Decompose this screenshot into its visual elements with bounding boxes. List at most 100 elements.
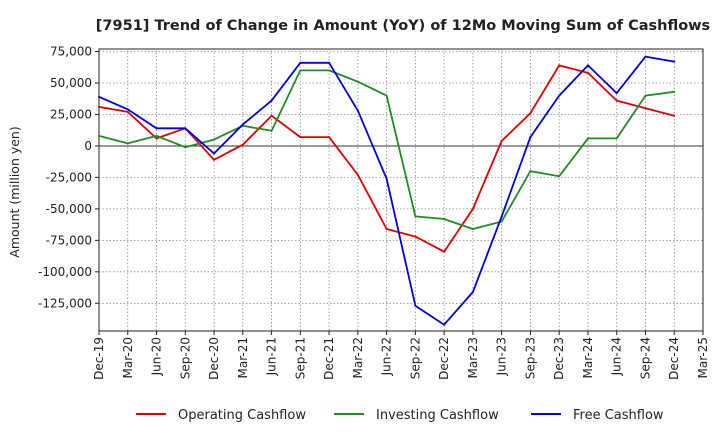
investing-cashflow-point [586,137,589,140]
operating-cashflow-point [126,110,129,113]
free-cashflow-point [328,61,331,64]
investing-cashflow-point [615,137,618,140]
x-tick-label: Jun-24 [610,337,624,376]
free-cashflow-point [385,177,388,180]
operating-cashflow-point [213,158,216,161]
y-tick-label: 25,000 [50,107,92,121]
y-tick-label: -100,000 [38,265,92,279]
x-tick-label: Sep-24 [638,337,652,379]
operating-cashflow-point [471,207,474,210]
free-cashflow-point [644,55,647,58]
x-tick-label: Mar-22 [351,337,365,378]
free-cashflow-point [558,94,561,97]
investing-cashflow-point [644,94,647,97]
y-tick-label: -50,000 [46,202,92,216]
operating-cashflow-point [673,114,676,117]
operating-cashflow-point [328,136,331,139]
x-tick-label: Mar-24 [581,337,595,378]
free-cashflow-point [356,109,359,112]
free-cashflow-point [471,290,474,293]
operating-cashflow-point [385,228,388,231]
free-cashflow-point [414,304,417,307]
operating-cashflow-point [443,250,446,253]
legend-label-free-cashflow: Free Cashflow [573,408,664,423]
x-tick-label: Dec-23 [552,337,566,380]
y-axis-label: Amount (million yen) [7,126,22,257]
investing-cashflow-point [328,69,331,72]
operating-cashflow-point [586,71,589,74]
investing-cashflow-point [471,228,474,231]
x-tick-label: Jun-22 [380,337,394,376]
investing-cashflow-point [500,220,503,223]
free-cashflow-point [529,136,532,139]
investing-cashflow-point [443,217,446,220]
x-axis-ticks: Dec-19 Mar-20 Jun-20 Sep-20 Dec-20 Mar-21 Jun-… [92,331,710,380]
free-cashflow-point [270,99,273,102]
operating-cashflow-point [529,112,532,115]
free-cashflow-point [213,152,216,155]
x-tick-label: Jun-23 [495,337,509,376]
investing-cashflow-point [299,69,302,72]
free-cashflow-point [615,92,618,95]
x-tick-label: Sep-23 [523,337,537,379]
x-tick-label: Mar-20 [121,337,135,378]
free-cashflow-point [184,127,187,130]
y-tick-label: 0 [84,139,92,153]
y-tick-label: -125,000 [38,296,92,310]
x-tick-label: Jun-21 [265,337,279,376]
investing-cashflow-point [356,80,359,83]
plot-border [98,48,704,332]
operating-cashflow-point [558,64,561,67]
operating-cashflow-point [241,143,244,146]
chart-title: [7951] Trend of Change in Amount (YoY) o… [96,18,710,34]
legend-label-investing-cashflow: Investing Cashflow [376,408,499,423]
x-tick-label: Dec-24 [667,337,681,380]
legend: Operating Cashflow Investing Cashflow Free… [136,408,664,423]
x-tick-label: Dec-19 [92,337,106,380]
operating-cashflow-point [414,235,417,238]
investing-cashflow-point [270,129,273,132]
x-tick-label: Dec-21 [322,337,336,380]
operating-cashflow-point [270,114,273,117]
free-cashflow-point [126,108,129,111]
free-cashflow-point [673,60,676,63]
investing-cashflow-point [184,146,187,149]
operating-cashflow-point [644,107,647,110]
y-tick-label: 50,000 [50,76,92,90]
operating-cashflow-point [615,99,618,102]
y-tick-label: 75,000 [50,45,92,59]
x-tick-label: Sep-21 [293,337,307,379]
operating-cashflow-point [356,173,359,176]
investing-cashflow-point [414,215,417,218]
free-cashflow-point [500,215,503,218]
x-tick-label: Mar-25 [696,337,710,378]
x-tick-label: Sep-22 [408,337,422,379]
free-cashflow-point [299,61,302,64]
x-tick-label: Sep-20 [178,337,192,379]
operating-cashflow-point [98,105,100,108]
investing-cashflow-point [558,175,561,178]
free-cashflow-point [155,127,158,130]
investing-cashflow-point [126,142,129,145]
investing-cashflow-point [385,94,388,97]
x-tick-label: Mar-23 [466,337,480,378]
investing-cashflow-point [155,134,158,137]
operating-cashflow-point [500,139,503,142]
x-tick-label: Mar-21 [236,337,250,378]
investing-cashflow-point [98,134,100,137]
free-cashflow-point [443,323,446,326]
free-cashflow-point [98,95,100,98]
investing-cashflow-point [213,138,216,141]
legend-label-operating-cashflow: Operating Cashflow [178,408,306,423]
operating-cashflow-point [155,137,158,140]
x-tick-label: Dec-20 [207,337,221,380]
x-tick-label: Dec-22 [437,337,451,380]
y-tick-label: -75,000 [46,233,92,247]
plot-area [98,48,704,332]
operating-cashflow-point [299,136,302,139]
x-tick-label: Jun-20 [150,337,164,376]
y-tick-label: -25,000 [46,170,92,184]
series-lines [98,55,676,326]
investing-cashflow-point [529,170,532,173]
